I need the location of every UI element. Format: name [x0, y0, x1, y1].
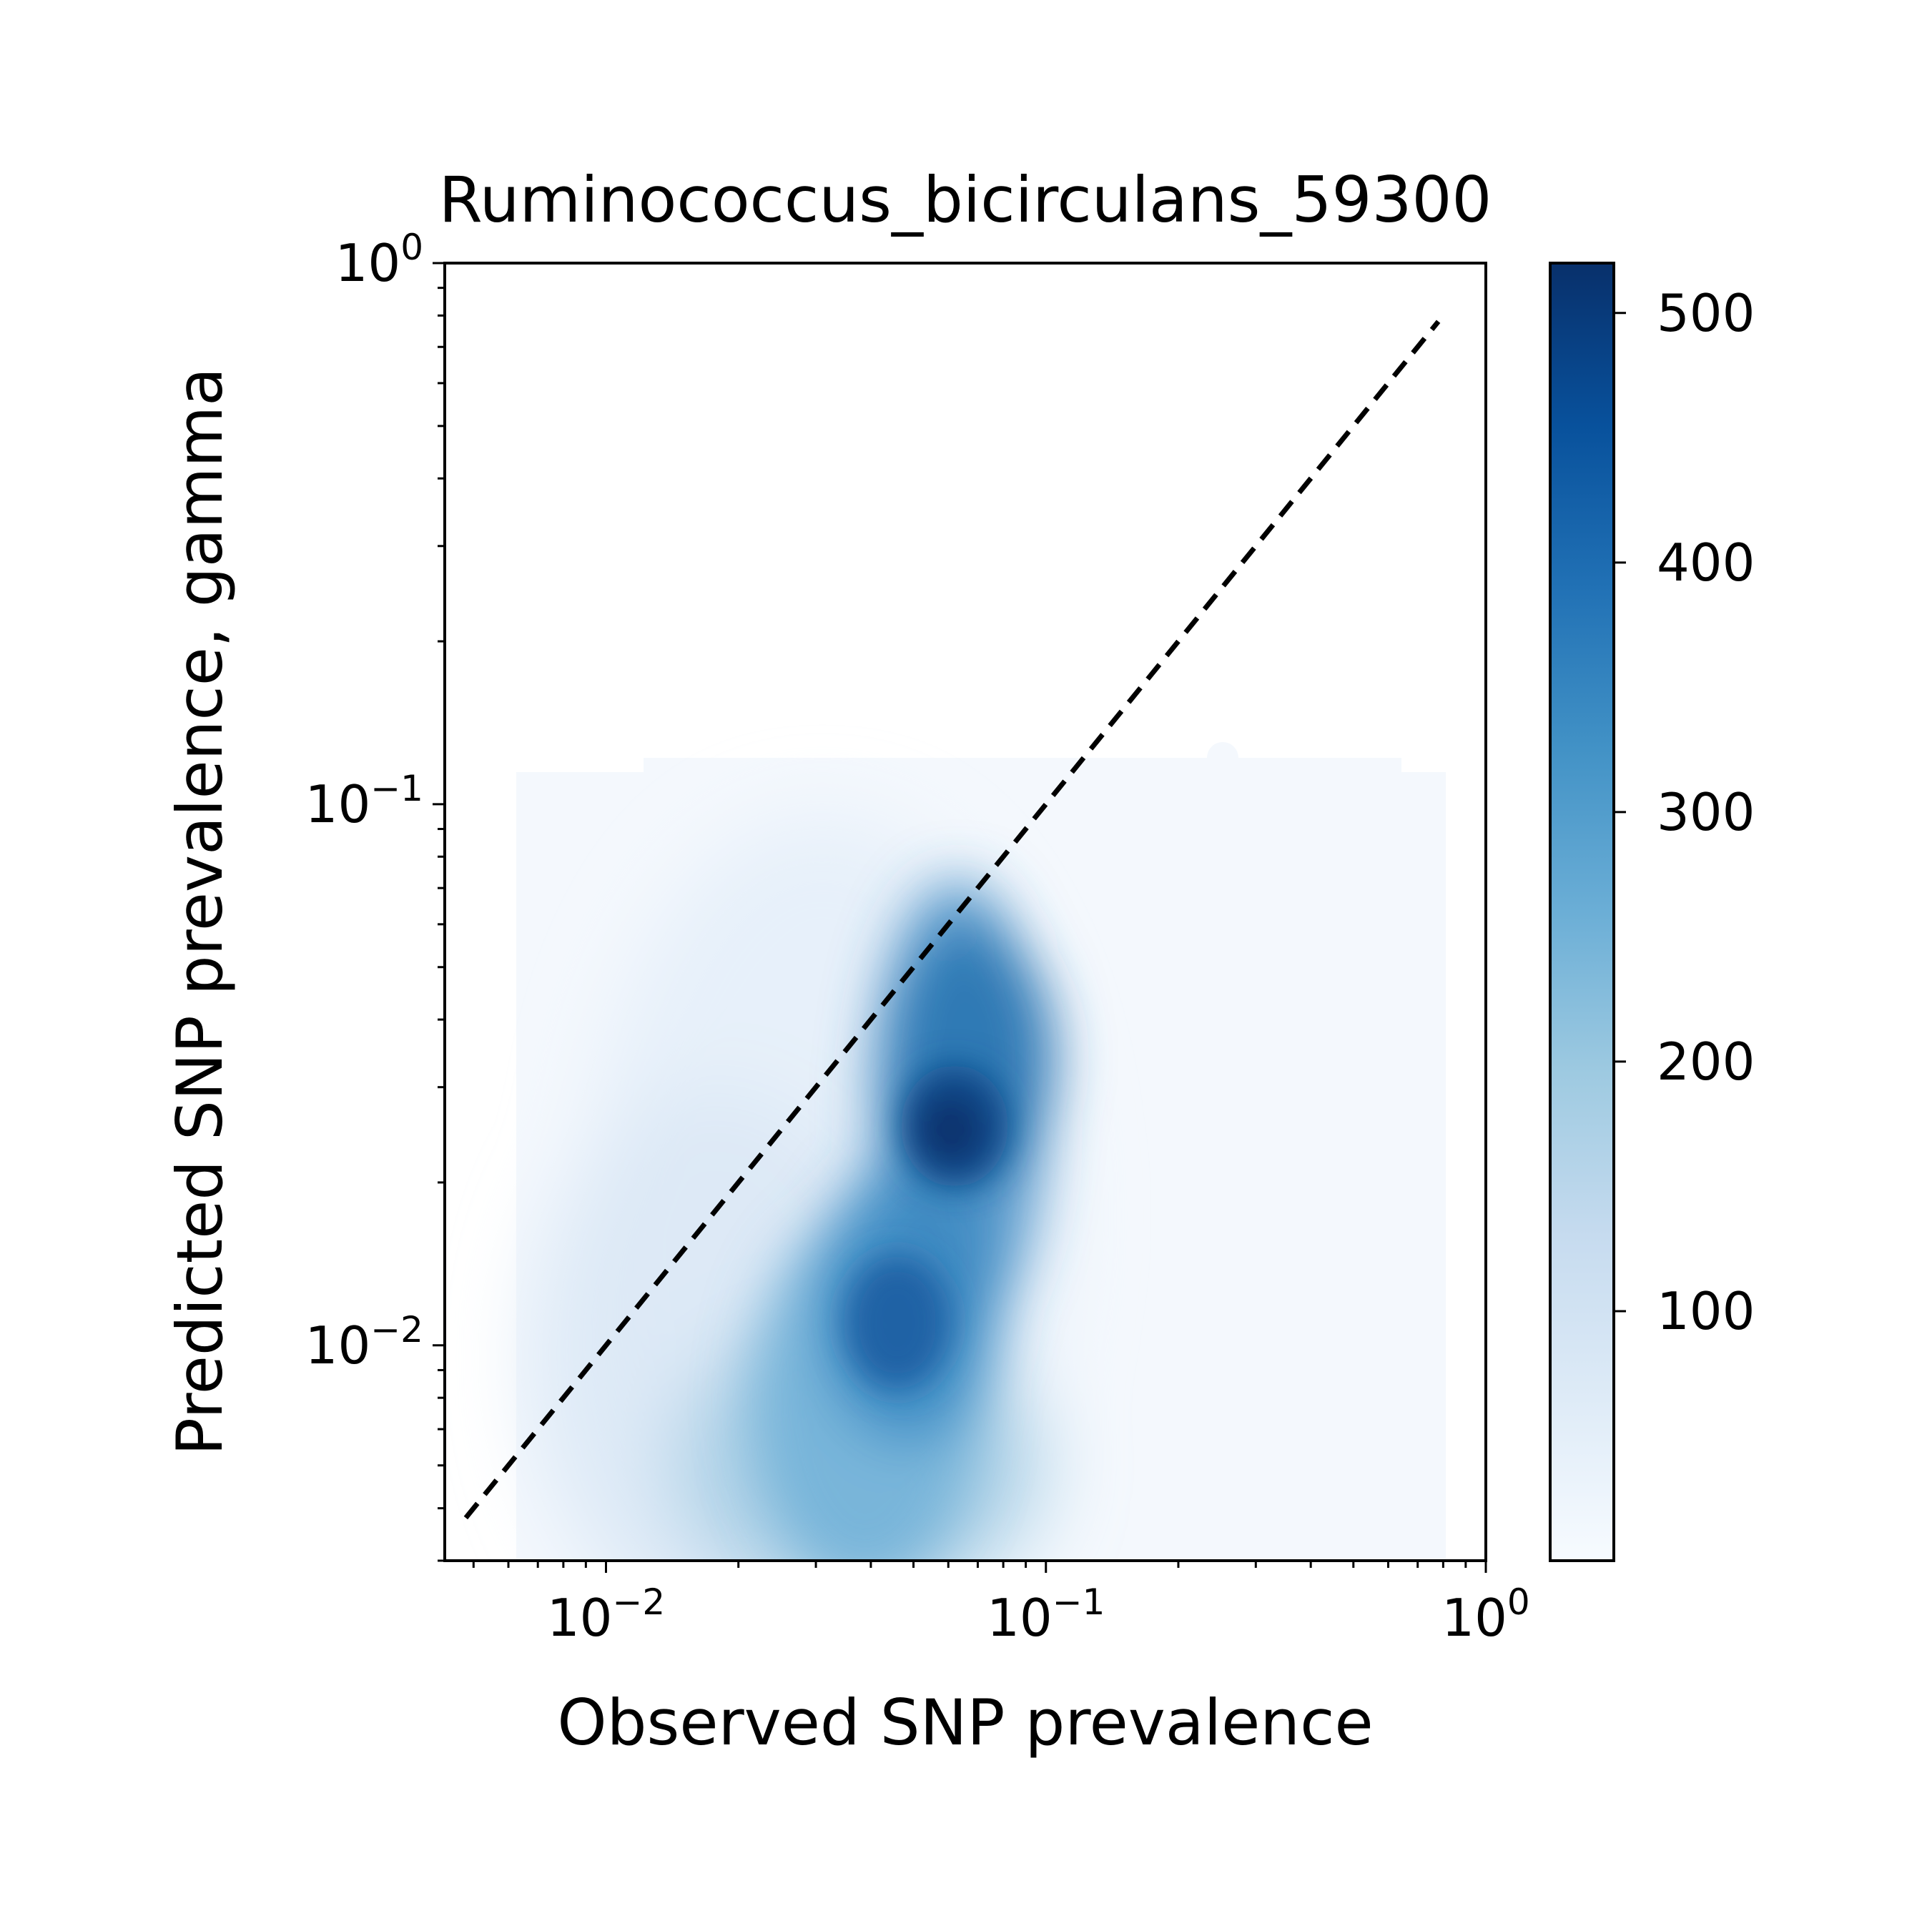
density-peaks	[844, 1065, 1008, 1391]
colorbar	[1549, 262, 1615, 1562]
y-tick-label: 10−1	[305, 768, 423, 834]
colorbar-tick-label: 100	[1657, 1281, 1755, 1341]
colorbar-tick-label: 400	[1657, 533, 1755, 593]
x-tick-label: 100	[1441, 1581, 1529, 1648]
plot-frame	[443, 262, 1487, 1562]
colorbar-ticks: 100 200 300 400 500	[1614, 283, 1755, 1341]
x-axis-ticks: 10−2 10−1 100	[472, 1561, 1530, 1648]
density-layer	[516, 742, 1446, 1561]
colorbar-tick-label: 200	[1657, 1032, 1755, 1092]
x-tick-label: 10−2	[547, 1581, 665, 1648]
y-axis-ticks: 10−2 10−1 100	[305, 227, 445, 1562]
reference-line	[463, 320, 1441, 1520]
x-tick-label: 10−1	[987, 1581, 1105, 1648]
colorbar-tick-label: 300	[1657, 782, 1755, 842]
y-axis-label: Predicted SNP prevalence, gamma	[163, 367, 237, 1456]
colorbar-tick-label: 500	[1657, 283, 1755, 343]
y-tick-label: 100	[335, 227, 423, 293]
x-axis-label: Observed SNP prevalence	[557, 1686, 1373, 1759]
y-tick-label: 10−2	[305, 1309, 423, 1376]
chart-title: Ruminococcus_bicirculans_59300	[439, 163, 1492, 237]
